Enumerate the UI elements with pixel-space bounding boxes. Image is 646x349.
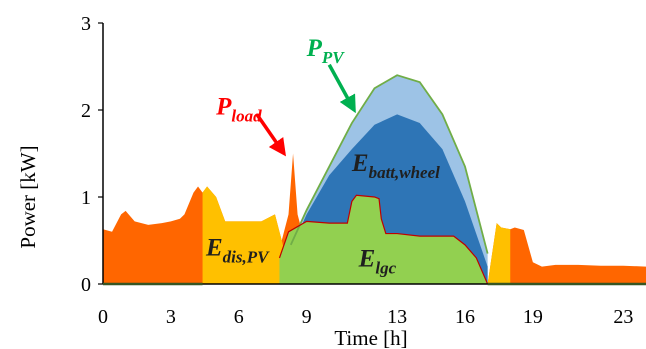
y-axis-label: Power [kW] <box>16 145 40 248</box>
e-dis-pv-area <box>202 186 284 284</box>
p-pv-line <box>289 74 489 254</box>
x-tick-label: 0 <box>98 306 108 328</box>
area-series <box>103 75 646 284</box>
p-load-label: Pload <box>215 93 262 125</box>
e-lgc-label: Elgc <box>358 246 397 278</box>
x-tick-label: 3 <box>166 306 176 328</box>
e-batt-wheel-label: Ebatt,wheel <box>351 150 440 182</box>
y-tick-label: 1 <box>81 187 91 209</box>
y-tick-label: 0 <box>81 274 91 296</box>
p-load-arrow <box>255 113 286 157</box>
x-axis-label: Time [h] <box>334 326 407 349</box>
e-dis-pv-evening-area <box>487 223 511 284</box>
x-tick-label: 9 <box>302 306 312 328</box>
x-tick-label: 16 <box>455 306 475 328</box>
annotations: PPV Pload Ebatt,wheel Edis,PV Elgc <box>205 35 440 278</box>
x-tick-label: 23 <box>613 306 633 328</box>
y-tick-label: 2 <box>81 100 91 122</box>
e-lgc-line <box>278 194 489 285</box>
series-lines <box>278 74 489 285</box>
p-pv-arrow <box>327 63 356 114</box>
x-tick-label: 19 <box>523 306 543 328</box>
axes <box>102 23 646 286</box>
p-pv-label: PPV <box>306 35 346 67</box>
y-tick-label: 3 <box>81 13 91 35</box>
e-lgc-area <box>279 195 488 284</box>
x-tick-label: 6 <box>234 306 244 328</box>
x-tick-label: 13 <box>387 306 407 328</box>
e-dis-pv-label: Edis,PV <box>205 234 270 266</box>
